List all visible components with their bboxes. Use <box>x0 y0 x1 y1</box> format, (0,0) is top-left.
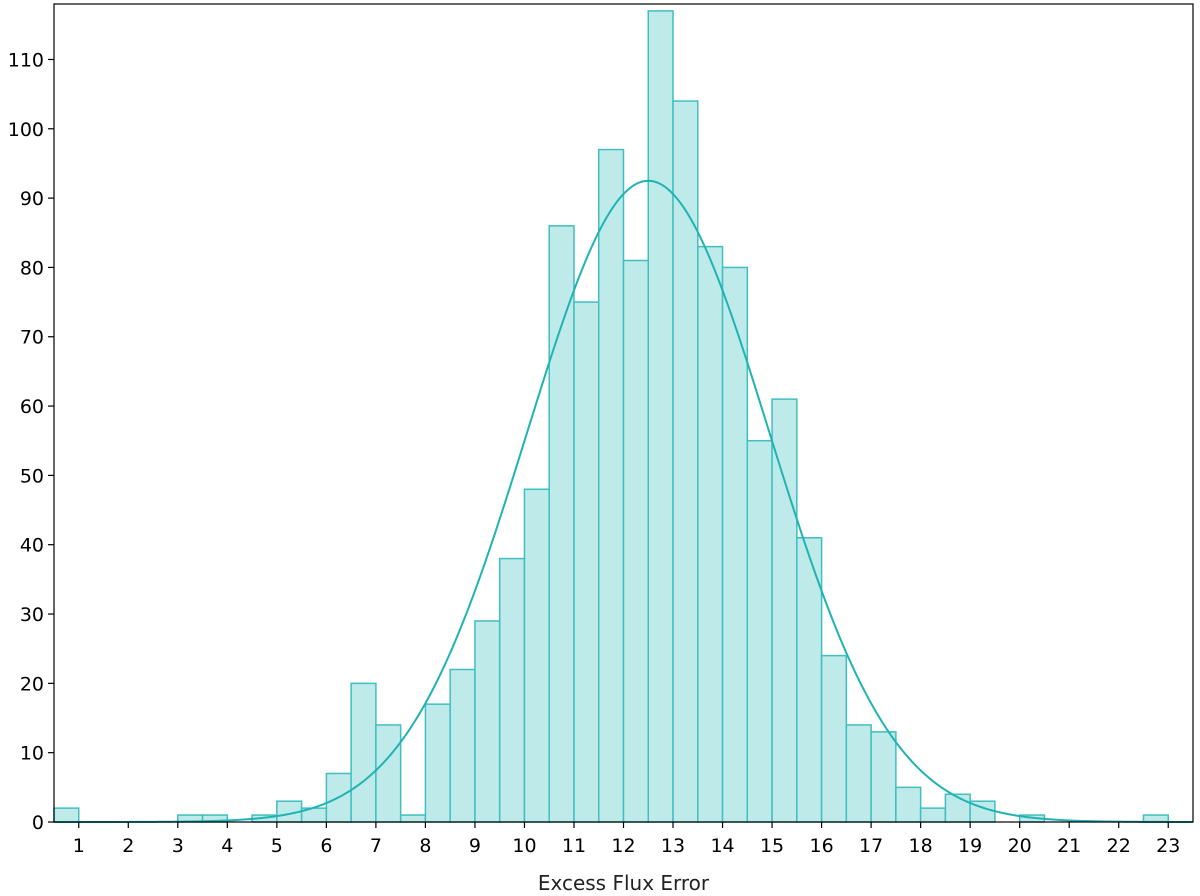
histogram-bar <box>375 724 402 823</box>
axes-layer: 1 2 3 4 5 6 7 8 9 10 11 12 13 14 15 16 17 18 19 20 21 22 23010… <box>8 3 1194 857</box>
bars-layer <box>53 10 1169 823</box>
histogram-bar <box>474 620 501 823</box>
x-tick-label: 6 <box>320 835 332 857</box>
y-tick-label: 20 <box>20 673 44 695</box>
x-tick-label: 19 <box>958 835 982 857</box>
x-tick-label: 16 <box>809 835 833 857</box>
y-tick-label: 10 <box>20 743 44 765</box>
histogram-bar <box>845 724 872 823</box>
x-tick-label: 17 <box>859 835 883 857</box>
y-tick-label: 50 <box>20 465 44 487</box>
histogram-bar <box>548 225 575 823</box>
y-tick-label: 110 <box>8 49 44 71</box>
histogram-bar <box>895 786 922 823</box>
histogram-bar <box>672 100 699 823</box>
histogram-bar <box>53 807 80 823</box>
histogram-bar <box>796 537 823 823</box>
histogram-bar <box>771 398 798 823</box>
gaussian-fit-line <box>54 179 1193 823</box>
histogram-bar <box>449 668 476 823</box>
histogram-bar <box>622 259 650 823</box>
x-tick-label: 23 <box>1156 835 1180 857</box>
histogram-bar <box>870 731 897 823</box>
histogram-bar <box>573 301 600 823</box>
y-tick-label: 0 <box>32 812 44 834</box>
x-tick-label: 5 <box>271 835 283 857</box>
x-tick-label: 22 <box>1107 835 1131 857</box>
x-axis-title: Excess Flux Error <box>538 871 710 895</box>
histogram-bar <box>746 439 773 823</box>
histogram-bar <box>944 793 971 823</box>
x-tick-label: 21 <box>1057 835 1081 857</box>
histogram-bar <box>697 245 724 823</box>
x-tick-label: 11 <box>562 835 586 857</box>
x-tick-label: 14 <box>710 835 734 857</box>
x-tick-label: 8 <box>419 835 431 857</box>
x-tick-label: 7 <box>370 835 382 857</box>
x-tick-label: 18 <box>909 835 933 857</box>
y-tick-label: 60 <box>20 396 44 418</box>
y-tick-label: 90 <box>20 188 44 210</box>
x-tick-label: 4 <box>221 835 233 857</box>
histogram-bar <box>820 654 848 823</box>
y-tick-label: 40 <box>20 535 44 557</box>
y-tick-label: 70 <box>20 327 44 349</box>
y-tick-label: 80 <box>20 257 44 279</box>
histogram-bar <box>350 682 377 823</box>
histogram-bar <box>523 488 550 823</box>
x-tick-label: 2 <box>122 835 134 857</box>
x-tick-label: 15 <box>760 835 784 857</box>
x-tick-label: 1 <box>73 835 85 857</box>
y-tick-label: 30 <box>20 604 44 626</box>
histogram-bar <box>498 557 526 823</box>
x-tick-label: 13 <box>661 835 685 857</box>
histogram-bar <box>919 807 947 823</box>
histogram-bar <box>597 148 625 823</box>
x-tick-label: 10 <box>512 835 536 857</box>
histogram-bar <box>399 814 427 823</box>
histogram-bar <box>647 10 674 823</box>
y-tick-label: 100 <box>8 119 44 141</box>
x-tick-label: 20 <box>1008 835 1032 857</box>
x-tick-label: 12 <box>611 835 635 857</box>
x-tick-label: 3 <box>172 835 184 857</box>
histogram-bar <box>424 703 451 823</box>
x-tick-label: 9 <box>469 835 481 857</box>
